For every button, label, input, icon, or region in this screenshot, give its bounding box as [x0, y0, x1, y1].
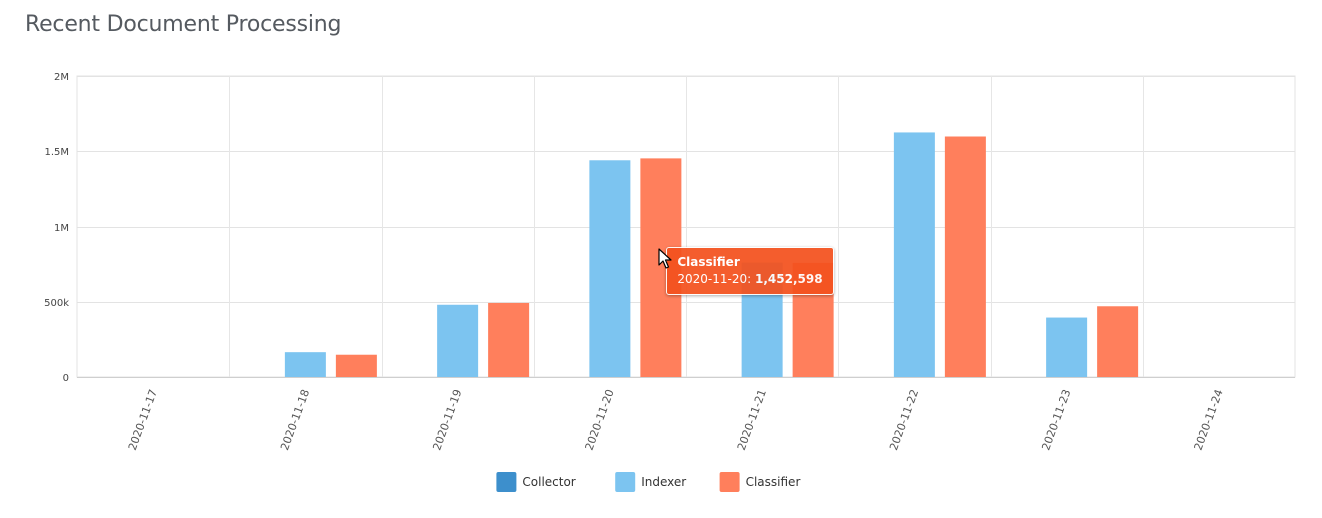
- y-tick-label: 1M: [54, 223, 69, 234]
- x-tick-label: 2020-11-18: [278, 388, 312, 453]
- page-title: Recent Document Processing: [25, 12, 342, 37]
- x-tick-label: 2020-11-22: [887, 388, 921, 453]
- bar-indexer-2020-11-19[interactable]: [437, 304, 479, 377]
- y-tick-label: 500k: [44, 298, 69, 309]
- x-tick-label: 2020-11-24: [1192, 388, 1226, 453]
- bars-layer: [284, 132, 1139, 377]
- x-tick-label: 2020-11-19: [430, 388, 464, 453]
- tooltip-series-name: Classifier: [677, 255, 740, 269]
- x-tick-label: 2020-11-21: [735, 388, 769, 453]
- chart-tooltip: Classifier 2020-11-20: 1,452,598: [666, 247, 834, 295]
- bar-classifier-2020-11-19[interactable]: [488, 302, 530, 377]
- x-tick-label: 2020-11-20: [583, 388, 617, 453]
- tooltip-value: 1,452,598: [754, 272, 823, 286]
- tooltip-body: 2020-11-20: 1,452,598: [677, 272, 823, 286]
- legend-label-indexer[interactable]: Indexer: [641, 475, 686, 489]
- x-tick-label: 2020-11-17: [126, 388, 160, 453]
- legend-label-collector[interactable]: Collector: [522, 475, 575, 489]
- bar-indexer-2020-11-23[interactable]: [1046, 317, 1088, 377]
- legend-swatch-classifier[interactable]: [719, 472, 740, 492]
- legend-label-classifier[interactable]: Classifier: [746, 475, 801, 489]
- y-tick-label: 1.5M: [44, 147, 69, 158]
- legend: Collector Indexer Classifier: [496, 472, 800, 492]
- y-tick-label: 2M: [54, 72, 69, 83]
- bar-indexer-2020-11-22[interactable]: [893, 132, 935, 377]
- bar-indexer-2020-11-18[interactable]: [284, 352, 326, 377]
- bar-indexer-2020-11-20[interactable]: [589, 160, 631, 377]
- mouse-pointer-icon: [658, 248, 672, 269]
- bar-classifier-2020-11-18[interactable]: [335, 354, 377, 377]
- legend-swatch-indexer[interactable]: [615, 472, 636, 492]
- x-tick-label: 2020-11-23: [1039, 388, 1073, 453]
- y-tick-label: 0: [63, 373, 69, 384]
- tooltip-category: 2020-11-20: [677, 272, 748, 286]
- legend-swatch-collector[interactable]: [496, 472, 517, 492]
- bar-classifier-2020-11-22[interactable]: [944, 136, 986, 377]
- bar-classifier-2020-11-23[interactable]: [1097, 306, 1139, 377]
